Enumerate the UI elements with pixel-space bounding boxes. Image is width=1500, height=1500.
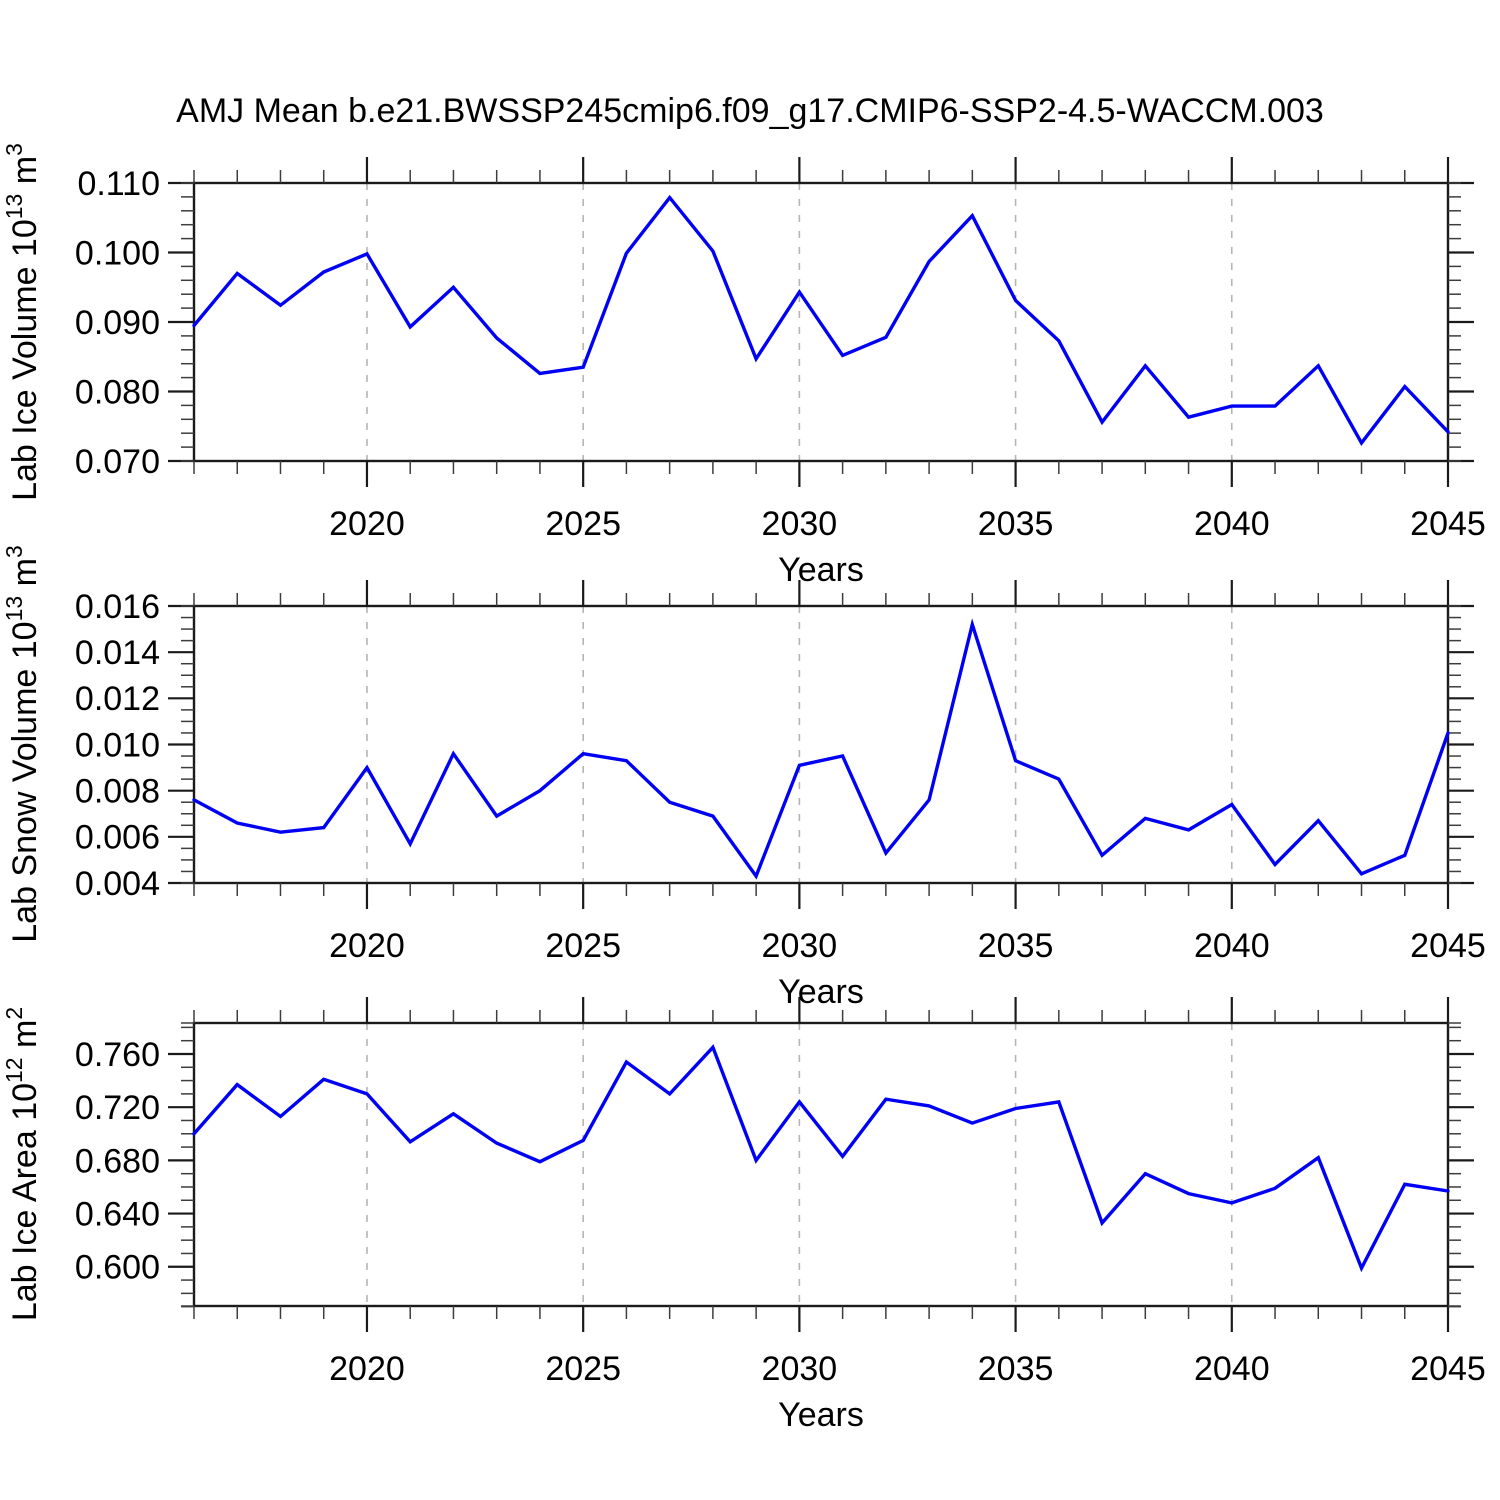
x-tick-label: 2025 xyxy=(545,927,621,965)
y-axis-title-snow-volume: Lab Snow Volume 1013 m3 xyxy=(1,545,44,943)
x-tick-label: 2020 xyxy=(329,927,405,965)
x-tick-label: 2035 xyxy=(978,927,1054,965)
x-axis-title-panel2: Years xyxy=(778,973,864,1011)
y-tick-label: 0.008 xyxy=(75,773,160,811)
y-tick-label: 0.080 xyxy=(75,373,160,411)
y-tick-label: 0.720 xyxy=(75,1089,160,1127)
x-tick-label: 2045 xyxy=(1410,505,1486,543)
x-tick-label: 2035 xyxy=(978,505,1054,543)
data-line-ice-volume xyxy=(192,194,1450,446)
y-tick-label: 0.014 xyxy=(75,634,160,672)
y-tick-label: 0.100 xyxy=(75,234,160,272)
y-tick-label: 0.680 xyxy=(75,1142,160,1180)
x-tick-label: 2020 xyxy=(329,505,405,543)
panel-snow-volume: 0.004 0.006 0.008 0.010 0.012 0.014 0.016 2020 2… xyxy=(75,580,1486,965)
y-tick-label: 0.012 xyxy=(75,680,160,718)
y-tick-label: 0.110 xyxy=(77,165,160,203)
y-axis-title-ice-volume: Lab Ice Volume 1013 m3 xyxy=(1,143,44,501)
y-tick-label: 0.016 xyxy=(75,588,160,626)
panel-ice-area: 0.600 0.640 0.680 0.720 0.760 2020 2025 2030 203… xyxy=(75,997,1486,1388)
plot-frame xyxy=(192,1021,1450,1308)
y-axis-titles: Lab Ice Volume 1013 m3 Lab Snow Volume 1… xyxy=(1,143,44,1321)
y-tick-label: 0.640 xyxy=(75,1195,160,1233)
y-tick-label: 0.090 xyxy=(75,304,160,342)
y-axis-title-ice-area: Lab Ice Area 1012 m2 xyxy=(1,1007,44,1321)
y-tick-label: 0.760 xyxy=(75,1036,160,1074)
x-tick-label: 2030 xyxy=(762,927,838,965)
y-tick-label: 0.004 xyxy=(75,865,160,903)
x-axis-title-panel3: Years xyxy=(778,1396,864,1434)
x-tick-label: 2045 xyxy=(1410,927,1486,965)
x-axis-title-panel1: Years xyxy=(778,551,864,589)
x-tick-label: 2040 xyxy=(1194,1350,1270,1388)
chart-title: AMJ Mean b.e21.BWSSP245cmip6.f09_g17.CMI… xyxy=(176,92,1324,130)
x-tick-label: 2025 xyxy=(545,1350,621,1388)
panel-ice-volume: 0.070 0.080 0.090 0.100 0.110 2020 2025 2030 203… xyxy=(75,157,1486,543)
x-tick-label: 2040 xyxy=(1194,505,1270,543)
x-tick-label: 2030 xyxy=(762,1350,838,1388)
x-tick-label: 2025 xyxy=(545,505,621,543)
y-tick-label: 0.006 xyxy=(75,819,160,857)
y-tick-label: 0.600 xyxy=(75,1249,160,1287)
x-tick-label: 2040 xyxy=(1194,927,1270,965)
y-tick-label: 0.070 xyxy=(75,443,160,481)
data-line-snow-volume xyxy=(192,618,1450,880)
x-tick-label: 2030 xyxy=(762,505,838,543)
x-tick-label: 2020 xyxy=(329,1350,405,1388)
x-tick-label: 2035 xyxy=(978,1350,1054,1388)
y-tick-label: 0.010 xyxy=(75,726,160,764)
x-tick-label: 2045 xyxy=(1410,1350,1486,1388)
data-line-ice-area xyxy=(192,1044,1450,1273)
